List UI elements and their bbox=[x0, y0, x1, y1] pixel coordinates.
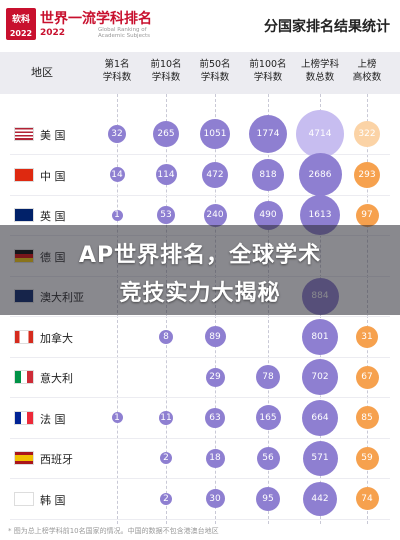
flag-icon bbox=[14, 370, 34, 384]
country-name: 西班牙 bbox=[40, 453, 73, 466]
row-separator bbox=[10, 316, 390, 317]
bubble-top1: 1 bbox=[111, 209, 123, 221]
column-header-top50-line: 学科数 bbox=[200, 72, 230, 83]
column-header-top100-line: 前100名 bbox=[249, 59, 287, 70]
bubble-top50: 29 bbox=[205, 367, 225, 387]
bubble-unis: 85 bbox=[355, 406, 379, 429]
logo-year: 2022 bbox=[9, 29, 33, 38]
row-separator bbox=[10, 518, 390, 520]
column-header-listed-line: 上榜学科 bbox=[300, 59, 339, 70]
overlay-title-line1: AP世界排名，全球学术 bbox=[78, 243, 322, 268]
column-header-top10-line: 前10名 bbox=[150, 59, 182, 70]
bubble-top50: 30 bbox=[205, 489, 225, 508]
bubble-top50: 472 bbox=[202, 161, 228, 188]
bubble-top50: 63 bbox=[205, 407, 225, 428]
country-name: 英 国 bbox=[40, 210, 66, 223]
bubble-top10: 265 bbox=[153, 121, 179, 147]
column-header-top1-line: 学科数 bbox=[102, 72, 132, 83]
row-separator bbox=[10, 397, 390, 398]
brand-year: 2022 bbox=[40, 28, 66, 38]
column-header-unis-line: 上榜 bbox=[357, 59, 377, 70]
bubble-top1: 14 bbox=[109, 167, 125, 182]
column-header-region: 地区 bbox=[18, 66, 66, 79]
country-name: 法 国 bbox=[40, 412, 66, 426]
column-header-top50-line: 前50名 bbox=[199, 59, 231, 70]
bubble-unis: 67 bbox=[355, 365, 379, 389]
title-overlay: AP世界排名，全球学术 竞技实力大揭秘 bbox=[0, 225, 400, 315]
column-header-unis: 上榜 高校数 bbox=[343, 58, 391, 84]
doc-title: 分国家排名结果统计 bbox=[264, 19, 390, 35]
column-header-region-line: 地区 bbox=[31, 66, 53, 79]
header: 软科 2022 世界一流学科排名 2022 Global Ranking of … bbox=[0, 0, 400, 48]
bubble-top100: 818 bbox=[252, 158, 284, 191]
footnote: * 图为总上榜学科前10名国家的情况。中国的数据不包含港澳台地区 bbox=[8, 527, 219, 535]
column-header-top1-line: 第1名 bbox=[104, 59, 130, 70]
flag-icon bbox=[14, 491, 34, 506]
row-separator bbox=[10, 194, 390, 196]
flag-icon bbox=[14, 451, 34, 465]
bubble-unis: 293 bbox=[354, 161, 380, 188]
logo: 软科 2022 bbox=[6, 8, 36, 40]
column-header-top1: 第1名学科数 bbox=[93, 58, 141, 84]
country-name: 加拿大 bbox=[40, 331, 73, 345]
bubble-unis: 97 bbox=[355, 203, 379, 227]
bubble-listed: 442 bbox=[303, 481, 337, 516]
flag-icon bbox=[14, 410, 34, 425]
column-header-unis-line: 高校数 bbox=[352, 72, 382, 83]
column-header-listed-line: 数总数 bbox=[305, 72, 335, 83]
bubble-top100: 78 bbox=[256, 365, 280, 389]
bubble-top50: 18 bbox=[205, 448, 225, 468]
column-header-top100: 前100名学科数 bbox=[244, 58, 292, 84]
bubble-listed: 4714 bbox=[296, 110, 344, 158]
row-separator bbox=[10, 437, 390, 439]
column-header-top50: 前50名学科数 bbox=[191, 58, 239, 84]
column-header-listed: 上榜学科 数总数 bbox=[296, 58, 344, 84]
column-header-top10-line: 学科数 bbox=[151, 72, 181, 83]
row-separator bbox=[10, 356, 390, 358]
logo-text: 软科 bbox=[11, 15, 30, 25]
row-separator bbox=[10, 478, 390, 479]
bubble-top50: 1051 bbox=[200, 119, 230, 149]
bubble-top10: 2 bbox=[160, 452, 172, 464]
bubble-top10: 11 bbox=[159, 410, 173, 425]
bubble-unis: 59 bbox=[355, 446, 379, 470]
bubble-top10: 53 bbox=[157, 206, 175, 224]
bubble-top10: 2 bbox=[160, 492, 172, 505]
bubble-listed: 571 bbox=[302, 440, 338, 476]
bubble-top100: 165 bbox=[255, 405, 281, 430]
flag-icon bbox=[14, 329, 34, 344]
bubble-top50: 240 bbox=[203, 203, 227, 227]
country-name: 韩 国 bbox=[40, 493, 66, 507]
country-name: 美 国 bbox=[40, 129, 66, 142]
bubble-top100: 95 bbox=[256, 486, 280, 511]
bubble-listed: 2686 bbox=[298, 153, 342, 196]
column-header-row bbox=[0, 52, 400, 94]
bubble-unis: 74 bbox=[355, 487, 379, 510]
flag-icon bbox=[14, 127, 34, 141]
bubble-top1: 1 bbox=[111, 412, 123, 423]
bubble-top100: 1774 bbox=[249, 115, 287, 153]
bubble-top100: 490 bbox=[253, 200, 283, 230]
bubble-top10: 8 bbox=[159, 329, 173, 344]
flag-icon bbox=[14, 167, 34, 182]
column-header-top100-line: 学科数 bbox=[253, 72, 283, 83]
brand-english: Global Ranking of Academic Subjects bbox=[98, 27, 151, 39]
bubble-top100: 56 bbox=[256, 446, 280, 470]
bubble-unis: 31 bbox=[356, 325, 378, 348]
row-separator bbox=[10, 154, 390, 155]
country-name: 意大利 bbox=[40, 372, 73, 385]
bubble-unis: 322 bbox=[354, 121, 380, 147]
bubble-top1: 32 bbox=[108, 125, 126, 143]
country-name: 中 国 bbox=[40, 169, 66, 183]
bubble-listed: 664 bbox=[302, 399, 338, 436]
bubble-top10: 114 bbox=[155, 164, 177, 185]
brand-title: 世界一流学科排名 bbox=[40, 11, 152, 27]
bubble-listed: 702 bbox=[302, 359, 338, 395]
flag-icon bbox=[14, 208, 34, 222]
column-header-top10: 前10名学科数 bbox=[142, 58, 190, 84]
overlay-title-line2: 竞技实力大揭秘 bbox=[119, 281, 281, 306]
bubble-listed: 801 bbox=[302, 318, 338, 355]
bubble-top50: 89 bbox=[204, 326, 226, 347]
